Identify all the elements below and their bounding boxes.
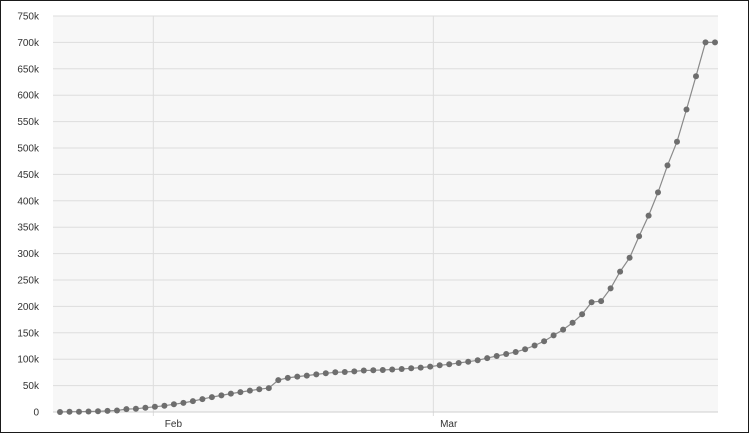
data-point	[246, 387, 253, 394]
x-tick-label: Mar	[440, 419, 458, 430]
data-point	[484, 355, 491, 362]
data-point	[531, 342, 538, 349]
y-tick-label: 0	[33, 408, 39, 419]
data-point	[57, 409, 63, 415]
data-point	[303, 372, 310, 379]
y-tick-label: 100k	[17, 355, 40, 366]
data-point	[389, 366, 396, 373]
plot-background	[53, 16, 718, 412]
data-point	[617, 268, 624, 275]
y-tick-label: 700k	[17, 38, 40, 49]
series-markers	[57, 39, 718, 415]
data-point	[512, 349, 519, 355]
data-point	[550, 332, 557, 339]
data-point	[465, 358, 472, 365]
y-tick-label: 50k	[23, 381, 40, 392]
data-point	[636, 233, 643, 240]
x-axis-tick-labels: Feb Mar	[165, 419, 458, 430]
data-point	[218, 392, 225, 399]
data-point	[170, 401, 177, 408]
data-point	[626, 254, 633, 261]
y-tick-label: 500k	[17, 144, 40, 155]
x-tick-label: Feb	[165, 419, 183, 430]
data-point	[607, 285, 614, 292]
data-point	[237, 389, 244, 396]
data-point	[360, 367, 367, 374]
data-point	[132, 405, 139, 412]
data-point	[503, 351, 510, 357]
y-tick-label: 250k	[17, 276, 40, 287]
y-tick-label: 450k	[17, 170, 40, 181]
data-point	[332, 369, 339, 376]
data-point	[227, 390, 234, 397]
data-point	[674, 138, 680, 145]
data-point	[427, 363, 434, 370]
y-tick-label: 150k	[17, 328, 40, 339]
data-point	[85, 408, 92, 415]
data-point	[189, 398, 196, 405]
data-point	[702, 39, 709, 46]
data-point	[322, 370, 329, 377]
data-point	[569, 319, 576, 326]
data-point	[408, 365, 415, 372]
data-point	[161, 402, 168, 409]
data-point	[265, 385, 272, 392]
data-point	[398, 366, 405, 372]
y-tick-label: 400k	[17, 196, 40, 207]
data-point	[294, 373, 301, 380]
data-point	[655, 189, 661, 196]
series-line	[59, 41, 715, 413]
data-point	[446, 361, 453, 368]
data-point	[370, 367, 377, 374]
y-tick-label: 200k	[17, 302, 40, 313]
data-point	[712, 39, 718, 46]
data-point	[645, 212, 652, 219]
data-point	[683, 106, 690, 113]
data-point	[199, 396, 206, 403]
data-point	[455, 360, 462, 366]
data-point	[417, 364, 424, 371]
data-point	[151, 403, 158, 410]
data-point	[341, 369, 348, 375]
data-point	[313, 371, 320, 378]
data-point	[493, 353, 500, 359]
data-point	[180, 399, 187, 406]
y-tick-label: 600k	[17, 91, 40, 102]
y-tick-label: 750k	[17, 12, 40, 23]
data-point	[664, 162, 671, 169]
data-point	[95, 408, 101, 415]
data-point	[208, 394, 215, 401]
data-point	[541, 338, 548, 345]
y-axis-tick-labels: 0 50k 100k 150k 200k 250k 300k 350k 400k 450k 500k…	[17, 12, 40, 419]
data-point	[474, 357, 481, 364]
data-point	[379, 367, 386, 373]
y-tick-label: 550k	[17, 117, 40, 128]
data-point	[142, 404, 149, 411]
data-point	[436, 362, 443, 369]
data-point	[579, 311, 586, 318]
y-tick-label: 350k	[17, 223, 40, 234]
data-point	[598, 298, 605, 305]
data-point	[123, 406, 130, 413]
data-point	[588, 299, 595, 306]
data-point	[693, 73, 699, 80]
data-point	[104, 407, 111, 414]
data-point	[275, 377, 282, 384]
data-point	[284, 374, 291, 381]
data-point	[522, 346, 529, 353]
data-point	[114, 407, 120, 414]
y-tick-label: 650k	[17, 64, 40, 75]
data-point	[66, 408, 73, 415]
data-point	[256, 386, 263, 393]
data-point	[351, 368, 358, 375]
y-tick-label: 300k	[17, 249, 40, 260]
data-point	[560, 326, 567, 333]
grid-lines	[53, 15, 718, 416]
data-point	[76, 408, 82, 415]
